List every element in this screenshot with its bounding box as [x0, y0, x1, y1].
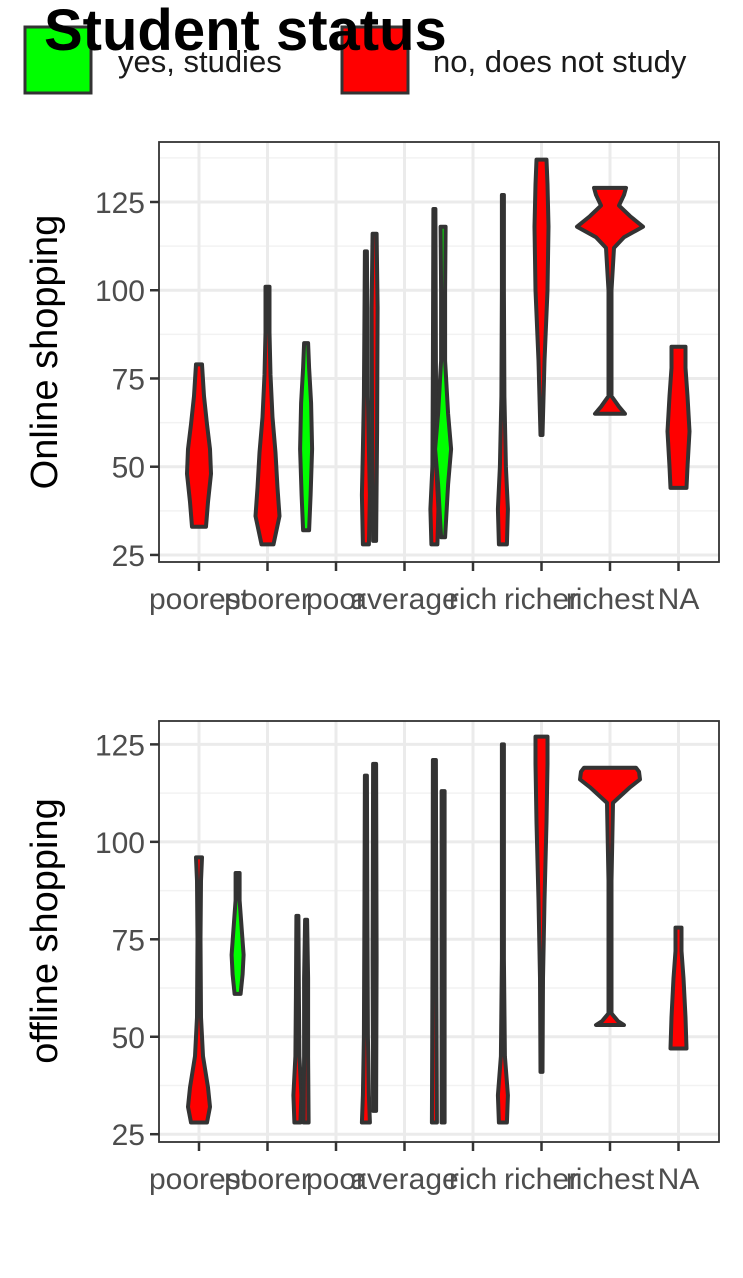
- online-x-tick-label-richest: richest: [566, 583, 655, 616]
- legend-label-no-does-not-study: no, does not study: [433, 44, 687, 79]
- legend-title: Student status: [44, 0, 447, 63]
- offline-x-tick-label-poorer: poorer: [224, 1163, 311, 1196]
- online-y-axis: 25 50 75 100 125: [95, 187, 159, 573]
- online-x-tick-label-poorer: poorer: [224, 583, 311, 616]
- offline-violin-poor-4: [301, 917, 311, 1125]
- online-y-tick-label-75: 75: [112, 363, 145, 396]
- online-violin-richest-10: [575, 185, 645, 416]
- offline-violin-poorer-2: [229, 871, 246, 996]
- offline-x-tick-label-average: average: [350, 1163, 458, 1196]
- online-violin-rich-7: [433, 224, 454, 540]
- online-x-tick-label-poor: poor: [306, 583, 366, 616]
- offline-y-tick-label-75: 75: [112, 924, 145, 957]
- offline-violin-average-7: [429, 757, 439, 1125]
- online-violin-rich-8: [495, 192, 510, 547]
- online-x-tick-label-rich: rich: [449, 583, 497, 616]
- online-violin-na-11: [665, 344, 692, 490]
- online-violin-poorest-1: [185, 362, 213, 529]
- offline-violin-poorest-1: [186, 855, 212, 1125]
- offline-violin-rich-8: [439, 789, 447, 1125]
- online-violin-richer-9: [532, 157, 551, 437]
- offline-violin-rich-9: [495, 742, 510, 1125]
- offline-y-axis-title: offline shopping: [24, 798, 66, 1064]
- online-y-tick-label-100: 100: [95, 275, 145, 308]
- offline-y-tick-label-100: 100: [95, 827, 145, 860]
- online-y-tick-label-125: 125: [95, 187, 145, 220]
- offline-violin-poor-5: [359, 773, 372, 1125]
- online-x-tick-label-poorest: poorest: [149, 583, 250, 616]
- offline-violin-na-12: [668, 925, 689, 1051]
- online-x-tick-label-na: NA: [658, 583, 700, 616]
- legend-label-yes-studies: yes, studies: [118, 44, 282, 79]
- offline-violin-richest-11: [578, 765, 642, 1028]
- offline-y-tick-label-50: 50: [112, 1022, 145, 1055]
- offline-x-tick-label-richer: richer: [504, 1163, 579, 1196]
- online-y-tick-label-50: 50: [112, 452, 145, 485]
- legend-key-no-does-not-study: [340, 25, 410, 95]
- online-y-tick-label-25: 25: [112, 540, 145, 573]
- offline-x-tick-label-poor: poor: [306, 1163, 366, 1196]
- offline-x-tick-label-richest: richest: [566, 1163, 655, 1196]
- online-violins: [185, 157, 692, 547]
- offline-violin-average-6: [370, 761, 379, 1113]
- offline-violin-richer-10: [533, 734, 550, 1074]
- offline-y-axis: 25 50 75 100 125: [95, 729, 159, 1152]
- online-panel-border: [158, 141, 720, 563]
- online-violin-poorer-2: [253, 284, 282, 547]
- online-x-tick-label-average: average: [350, 583, 458, 616]
- legend-key-yes-studies: [23, 25, 93, 95]
- offline-x-tick-label-poorest: poorest: [149, 1163, 250, 1196]
- offline-violin-poorer-3: [291, 913, 304, 1125]
- offline-y-tick-label-125: 125: [95, 729, 145, 762]
- offline-x-tick-label-rich: rich: [449, 1163, 497, 1196]
- online-violin-poor-4: [359, 249, 372, 547]
- offline-panel-border: [158, 720, 720, 1143]
- online-y-axis-title: Online shopping: [24, 215, 66, 490]
- offline-violins: [186, 734, 689, 1125]
- offline-y-tick-label-25: 25: [112, 1119, 145, 1152]
- legend: yes, studies no, does not study Student …: [23, 0, 687, 95]
- online-violin-poor-3: [298, 341, 315, 533]
- online-x-tick-label-richer: richer: [504, 583, 579, 616]
- online-violin-average-5: [369, 231, 380, 543]
- offline-x-tick-label-na: NA: [658, 1163, 700, 1196]
